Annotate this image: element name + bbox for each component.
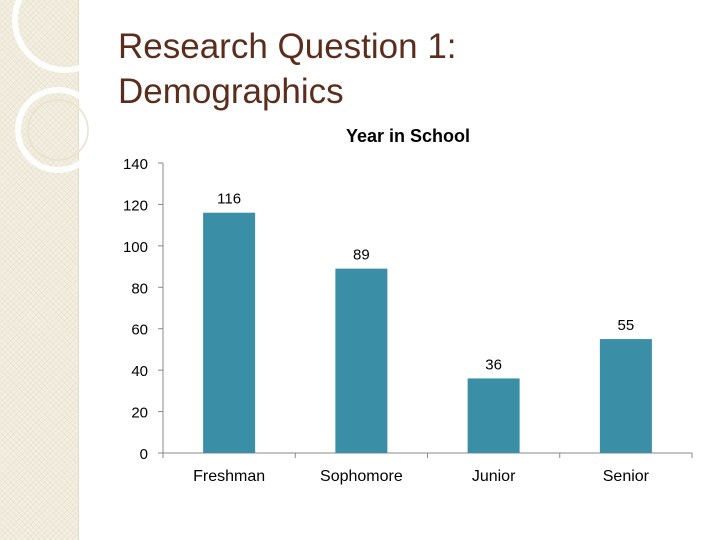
y-tick-label: 60 <box>131 322 148 339</box>
x-tick-label: Junior <box>472 468 516 485</box>
y-tick-label: 120 <box>123 197 148 214</box>
slide-title-line-2: Demographics <box>118 72 344 111</box>
bar <box>203 212 256 453</box>
data-label: 55 <box>618 317 635 334</box>
y-tick-label: 40 <box>131 363 148 380</box>
y-tick-label: 80 <box>131 280 148 297</box>
x-tick-label: Sophomore <box>320 468 403 485</box>
slide-title-line-1: Research Question 1: <box>118 27 457 66</box>
bar <box>335 268 388 453</box>
y-tick-label: 140 <box>123 156 148 173</box>
y-tick-label: 100 <box>123 239 148 256</box>
x-tick-label: Senior <box>603 468 650 485</box>
chart-bars <box>203 212 652 453</box>
y-tick-label: 20 <box>131 405 148 422</box>
data-label: 36 <box>485 356 502 373</box>
data-label: 116 <box>217 191 241 208</box>
data-label: 89 <box>353 247 370 264</box>
chart-labels: 116 Freshman 89 Sophomore 36 Junior 55 Senior <box>193 191 650 485</box>
deco-circle-1 <box>12 0 118 73</box>
deco-circle-2 <box>15 87 101 173</box>
slide-title: Research Question 1: Demographics <box>118 24 678 114</box>
x-tick-label: Freshman <box>193 468 265 485</box>
y-tick-label: 0 <box>140 446 148 463</box>
decorative-circles <box>12 0 118 173</box>
deco-circle-3 <box>27 99 89 161</box>
chart-title: Year in School <box>346 126 470 146</box>
bar <box>467 378 520 453</box>
bar <box>599 339 652 453</box>
chart-axes: 0 20 40 60 80 100 120 140 <box>123 156 693 463</box>
